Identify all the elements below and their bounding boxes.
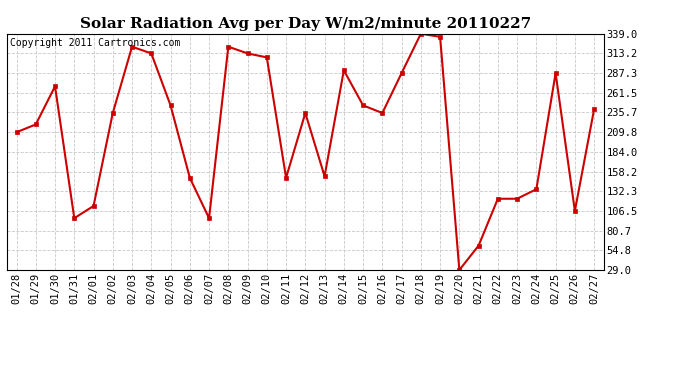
Text: Copyright 2011 Cartronics.com: Copyright 2011 Cartronics.com <box>10 39 180 48</box>
Title: Solar Radiation Avg per Day W/m2/minute 20110227: Solar Radiation Avg per Day W/m2/minute … <box>80 17 531 31</box>
